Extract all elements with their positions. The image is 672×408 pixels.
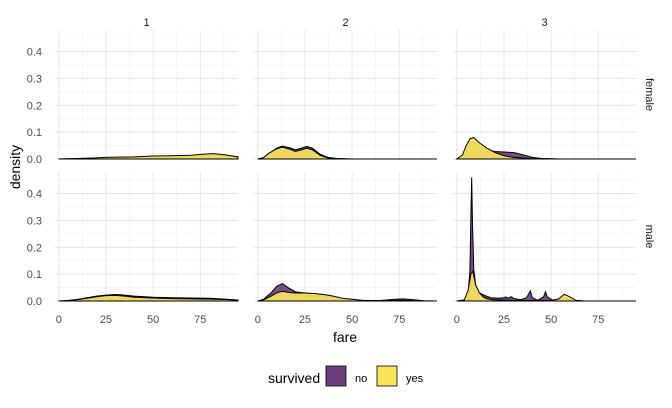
x-tick-label: 50 <box>545 314 557 326</box>
y-tick-label: 0.4 <box>27 189 42 201</box>
x-tick-label: 25 <box>100 314 112 326</box>
facet-col-label: 3 <box>541 17 547 29</box>
x-tick-label: 50 <box>147 314 159 326</box>
facet-panels <box>55 30 636 302</box>
y-tick-label: 0.3 <box>27 215 42 227</box>
y-tick-label: 0.4 <box>27 47 42 59</box>
x-tick-label: 75 <box>592 314 604 326</box>
axes: 1 2 3 female male 0.0 0.1 0.2 0.3 0.4 0.0 0.1 0.2 0.3… <box>27 17 655 326</box>
facet-col-label: 2 <box>342 17 348 29</box>
panel-grid <box>55 172 238 302</box>
density-area-yes <box>58 294 239 302</box>
y-tick-label: 0.0 <box>27 296 42 308</box>
x-tick-label: 50 <box>346 314 358 326</box>
x-tick-label: 75 <box>393 314 405 326</box>
x-tick-label: 0 <box>255 314 261 326</box>
panel-female-1 <box>58 153 239 160</box>
x-tick-label: 75 <box>194 314 206 326</box>
density-area-yes <box>455 136 636 160</box>
y-tick-label: 0.2 <box>27 242 42 254</box>
legend-title: survived <box>268 370 320 386</box>
density-area-yes <box>456 270 636 302</box>
panel-grid <box>453 30 636 160</box>
y-tick-label: 0.1 <box>27 127 42 139</box>
panel-male-2 <box>257 282 438 302</box>
density-area-yes <box>58 153 239 160</box>
legend: survived no yes <box>268 365 424 387</box>
x-tick-label: 0 <box>56 314 62 326</box>
facet-col-label: 1 <box>143 17 149 29</box>
x-axis-title: fare <box>333 329 357 345</box>
x-tick-label: 25 <box>299 314 311 326</box>
y-tick-label: 0.1 <box>27 269 42 281</box>
density-area-yes <box>257 290 437 302</box>
x-tick-label: 0 <box>454 314 460 326</box>
facet-row-label: female <box>643 78 655 111</box>
y-axis-title: density <box>7 145 23 189</box>
x-tick-label: 25 <box>498 314 510 326</box>
panel-female-3 <box>455 136 636 160</box>
y-tick-label: 0.2 <box>27 100 42 112</box>
legend-swatch-yes <box>376 365 398 387</box>
density-area-yes <box>257 146 437 160</box>
legend-label-yes: yes <box>406 373 424 385</box>
legend-swatch-no <box>325 365 347 387</box>
panel-male-3 <box>456 177 636 302</box>
panel-male-1 <box>58 294 239 302</box>
legend-label-no: no <box>355 373 367 385</box>
y-tick-label: 0.3 <box>27 73 42 85</box>
panel-female-2 <box>257 145 437 160</box>
y-tick-label: 0.0 <box>27 154 42 166</box>
facet-row-label: male <box>643 225 655 249</box>
